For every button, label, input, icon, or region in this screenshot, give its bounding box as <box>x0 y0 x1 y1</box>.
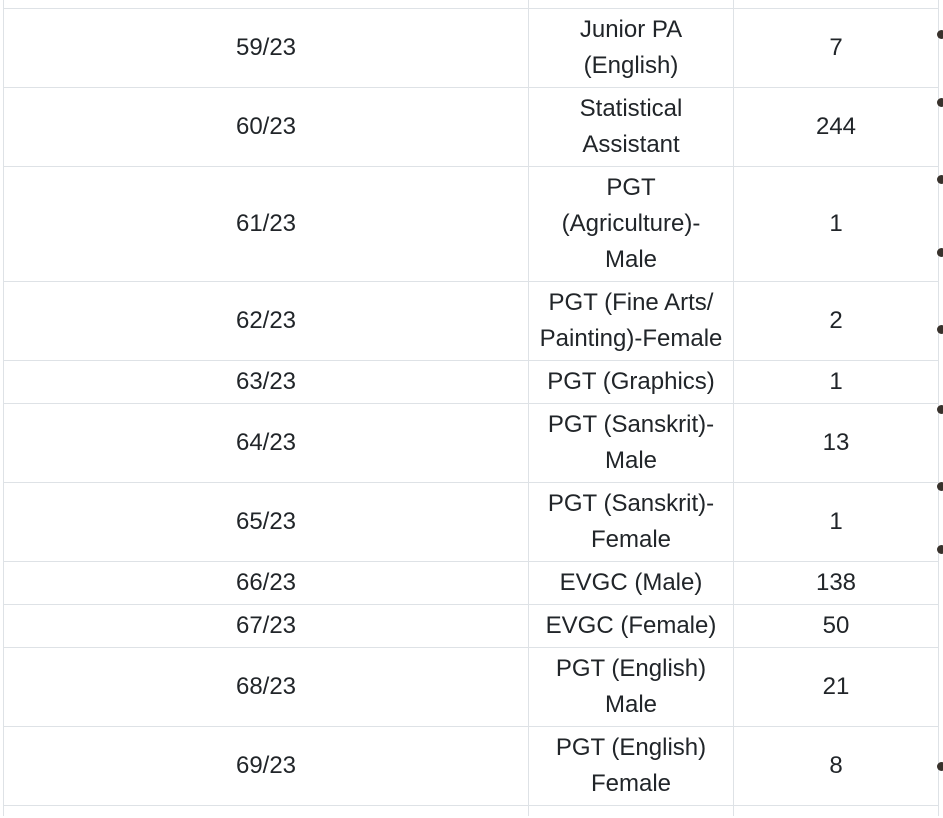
vacancy-count-cell <box>733 0 939 9</box>
advt-no-cell: 67/23 <box>3 604 529 648</box>
post-name-cell: PGT (Graphics) <box>528 360 734 404</box>
vacancy-table: 59/23 Junior PA (English) 7 60/23 Statis… <box>3 0 939 816</box>
advt-no-cell: 60/23 <box>3 87 529 167</box>
post-name-cell: PGT (Fine Arts/ Painting)-Female <box>528 281 734 361</box>
vacancy-count-cell <box>733 805 939 816</box>
table-row: 59/23 Junior PA (English) 7 <box>3 8 939 88</box>
post-name-cell: Junior PA (English) <box>528 8 734 88</box>
vacancy-count-cell: 21 <box>733 647 939 727</box>
post-name-cell: PGT (English) Male <box>528 647 734 727</box>
vacancy-count-cell: 1 <box>733 166 939 282</box>
table-row: 61/23 PGT (Agriculture)- Male 1 <box>3 166 939 282</box>
advt-no-cell: 62/23 <box>3 281 529 361</box>
post-name-cell: PGT (Sanskrit)- Female <box>528 482 734 562</box>
advt-no-cell: 69/23 <box>3 726 529 806</box>
vacancy-count-cell: 138 <box>733 561 939 605</box>
post-name-cell: PGT (Agriculture)- Male <box>528 166 734 282</box>
advt-no-cell: 59/23 <box>3 8 529 88</box>
post-name-cell: Statistical Assistant <box>528 87 734 167</box>
vacancy-count-cell: 1 <box>733 482 939 562</box>
table-row: 69/23 PGT (English) Female 8 <box>3 726 939 806</box>
vacancy-count-cell: 7 <box>733 8 939 88</box>
post-name-cell: PGT (English) Female <box>528 726 734 806</box>
table-row: 60/23 Statistical Assistant 244 <box>3 87 939 167</box>
advt-no-cell: 64/23 <box>3 403 529 483</box>
post-name-cell: EVGC (Female) <box>528 604 734 648</box>
post-name-cell: EVGC (Male) <box>528 561 734 605</box>
table-row: 66/23 EVGC (Male) 138 <box>3 561 939 605</box>
table-row: 67/23 EVGC (Female) 50 <box>3 604 939 648</box>
post-name-cell <box>528 0 734 9</box>
table-row: 65/23 PGT (Sanskrit)- Female 1 <box>3 482 939 562</box>
advt-no-cell <box>3 0 529 9</box>
post-name-cell: PGT (Sanskrit)- Male <box>528 403 734 483</box>
table-row: 63/23 PGT (Graphics) 1 <box>3 360 939 404</box>
advt-no-cell: 68/23 <box>3 647 529 727</box>
table-body: 59/23 Junior PA (English) 7 60/23 Statis… <box>3 0 939 816</box>
cutoff-row-top <box>3 0 939 9</box>
vacancy-count-cell: 2 <box>733 281 939 361</box>
vacancy-count-cell: 13 <box>733 403 939 483</box>
vacancy-count-cell: 244 <box>733 87 939 167</box>
advt-no-cell <box>3 805 529 816</box>
advt-no-cell: 61/23 <box>3 166 529 282</box>
advt-no-cell: 66/23 <box>3 561 529 605</box>
vacancy-count-cell: 8 <box>733 726 939 806</box>
advt-no-cell: 63/23 <box>3 360 529 404</box>
table-row: 64/23 PGT (Sanskrit)- Male 13 <box>3 403 939 483</box>
vacancy-count-cell: 50 <box>733 604 939 648</box>
post-name-cell <box>528 805 734 816</box>
cutoff-row-bottom <box>3 805 939 816</box>
table-row: 62/23 PGT (Fine Arts/ Painting)-Female 2 <box>3 281 939 361</box>
vacancy-count-cell: 1 <box>733 360 939 404</box>
advt-no-cell: 65/23 <box>3 482 529 562</box>
table-row: 68/23 PGT (English) Male 21 <box>3 647 939 727</box>
